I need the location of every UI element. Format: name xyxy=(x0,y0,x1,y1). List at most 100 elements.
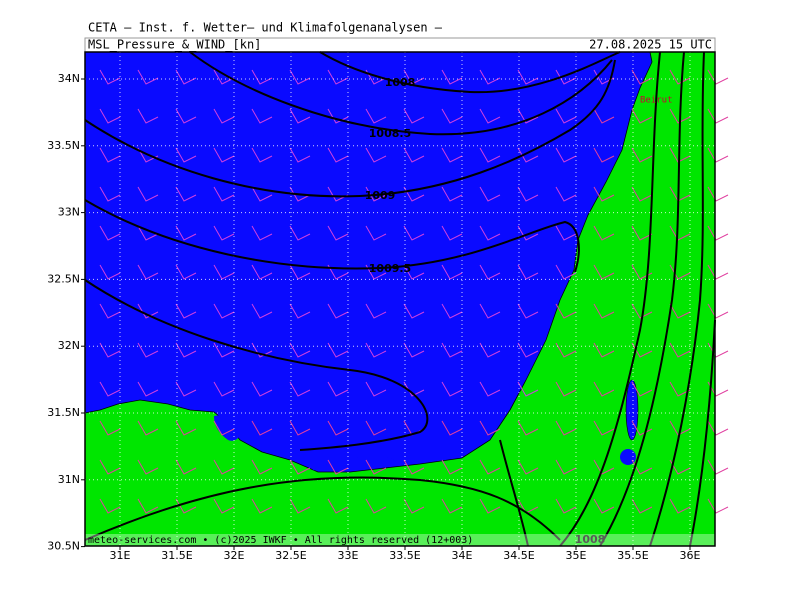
lat-label: 31N xyxy=(58,473,80,486)
wind-barb xyxy=(669,342,691,358)
wind-barb xyxy=(441,147,463,163)
wind-barb xyxy=(669,225,691,241)
wind-barb xyxy=(251,147,273,163)
wind-barb xyxy=(327,498,349,514)
wind-barb xyxy=(707,225,729,241)
wind-barb xyxy=(593,498,615,514)
wind-barb xyxy=(707,264,729,280)
wind-barb xyxy=(517,186,539,202)
wind-barb xyxy=(175,459,197,475)
dead-sea xyxy=(625,379,639,441)
isobar xyxy=(499,439,529,547)
wind-barb xyxy=(517,303,539,319)
wind-barb xyxy=(593,147,615,163)
wind-barb xyxy=(517,108,539,124)
lon-label: 31E xyxy=(110,549,131,562)
wind-barb xyxy=(137,108,159,124)
lon-label: 35E xyxy=(566,549,587,562)
wind-barb xyxy=(213,420,235,436)
wind-barb xyxy=(365,108,387,124)
wind-barb xyxy=(289,108,311,124)
wind-barb xyxy=(289,420,311,436)
wind-barb xyxy=(631,69,653,85)
wind-barb xyxy=(327,459,349,475)
wind-barb xyxy=(479,225,501,241)
map: 1008 1008.5 1009 1009.5 1008 Beirut meteo-se… xyxy=(84,51,729,548)
wind-barb xyxy=(707,147,729,163)
wind-barb xyxy=(479,147,501,163)
contour-label: 1008 xyxy=(575,533,606,546)
isobar xyxy=(84,199,580,273)
wind-barb xyxy=(365,147,387,163)
wind-barb xyxy=(213,186,235,202)
lat-label: 34N xyxy=(58,72,80,85)
wind-barb xyxy=(289,381,311,397)
wind-barb xyxy=(365,498,387,514)
place-label: Beirut xyxy=(640,96,673,106)
wind-barb xyxy=(479,264,501,280)
wind-barb xyxy=(479,69,501,85)
wind-barb xyxy=(403,108,425,124)
wind-barb xyxy=(175,147,197,163)
wind-barb xyxy=(137,69,159,85)
wind-barb xyxy=(137,498,159,514)
wind-barb xyxy=(99,108,121,124)
wind-barb xyxy=(175,420,197,436)
credit: meteo-services.com • (c)2025 IWKF • All … xyxy=(88,535,473,546)
wind-barb xyxy=(251,420,273,436)
wind-barb xyxy=(213,303,235,319)
contour-label: 1009 xyxy=(365,189,396,202)
axes: 31E 31.5E 32E 32.5E 33E 33.5E 34E 34.5E 35E 35.5E… xyxy=(47,72,700,562)
wind-barb xyxy=(707,69,729,85)
wind-barb xyxy=(555,69,577,85)
credit-bar xyxy=(85,534,715,546)
wind-barb xyxy=(327,147,349,163)
wind-barb xyxy=(441,420,463,436)
wind-barb xyxy=(555,147,577,163)
contour-label: 1009.5 xyxy=(369,262,411,275)
wind-barb xyxy=(479,459,501,475)
wind-barb xyxy=(669,420,691,436)
wind-barb xyxy=(441,225,463,241)
wind-barb xyxy=(213,147,235,163)
wind-barb xyxy=(441,303,463,319)
wind-barb xyxy=(441,69,463,85)
wind-barb xyxy=(707,108,729,124)
wind-barb xyxy=(593,381,615,397)
wind-barb xyxy=(327,303,349,319)
wind-barb xyxy=(555,225,577,241)
wind-barb xyxy=(327,69,349,85)
wind-barb xyxy=(213,342,235,358)
wind-barb xyxy=(289,147,311,163)
wind-barb xyxy=(517,69,539,85)
wind-barb xyxy=(631,420,653,436)
wind-barb xyxy=(707,186,729,202)
contour-labels: 1008 1008.5 1009 1009.5 1008 xyxy=(365,76,606,546)
wind-barb xyxy=(669,147,691,163)
wind-barb xyxy=(289,69,311,85)
wind-barb xyxy=(517,459,539,475)
header-title: CETA — Inst. f. Wetter— und Klimafolgena… xyxy=(88,21,443,35)
wind-barb xyxy=(365,459,387,475)
wind-barb xyxy=(669,498,691,514)
wind-barb xyxy=(555,459,577,475)
wind-barb xyxy=(99,459,121,475)
wind-barb xyxy=(175,186,197,202)
wind-barb xyxy=(213,459,235,475)
wind-barb xyxy=(707,498,729,514)
wind-barb xyxy=(137,420,159,436)
wind-barb xyxy=(251,498,273,514)
map-frame xyxy=(84,51,716,547)
wind-barb xyxy=(251,459,273,475)
wind-barb xyxy=(593,225,615,241)
wind-barb xyxy=(99,225,121,241)
wind-barb xyxy=(555,498,577,514)
lon-label: 32E xyxy=(224,549,245,562)
wind-barb xyxy=(175,342,197,358)
wind-barb xyxy=(517,342,539,358)
contour-label: 1008.5 xyxy=(369,127,411,140)
wind-barb xyxy=(517,420,539,436)
wind-barb xyxy=(555,342,577,358)
wind-barb xyxy=(137,303,159,319)
